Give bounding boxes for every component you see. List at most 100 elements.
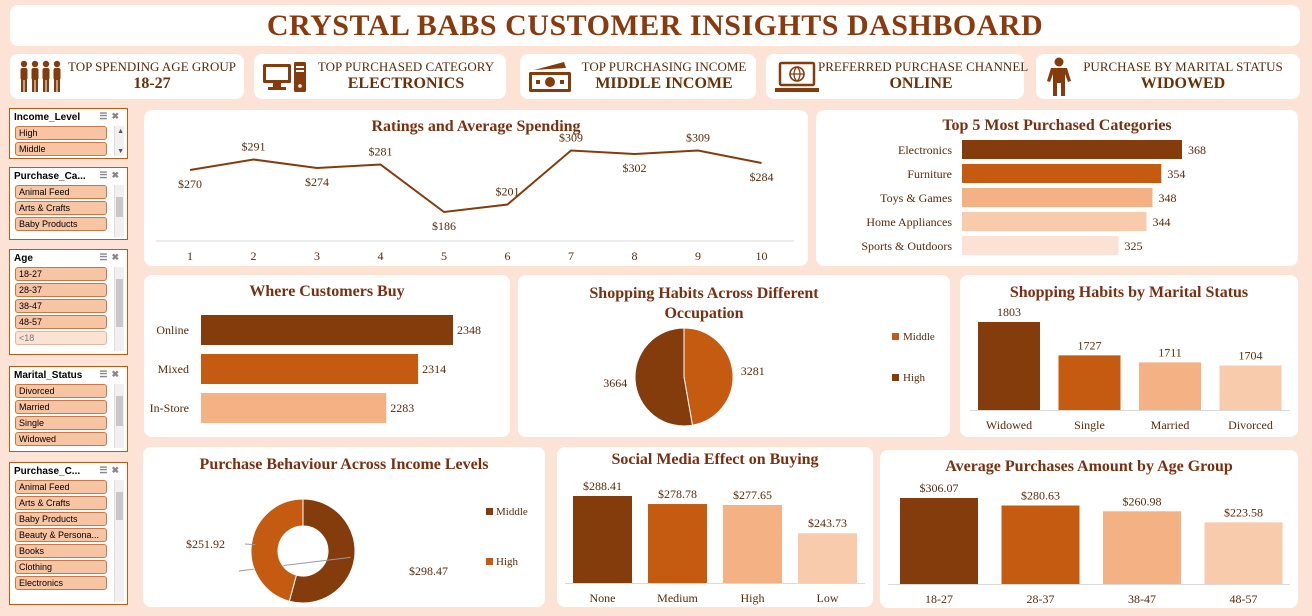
slicer-item[interactable]: Electronics	[15, 576, 107, 590]
series-line	[189, 149, 762, 214]
slicer-item[interactable]: High	[15, 126, 107, 140]
bar	[573, 496, 632, 583]
kpi-label: PREFERRED PURCHASE CHANNEL	[818, 59, 1029, 74]
donut-chart-income: $298.47 $251.92 Middle High	[186, 498, 528, 604]
slicer-item[interactable]: Baby Products	[15, 512, 107, 526]
bar	[798, 533, 857, 583]
data-label: $243.73	[808, 516, 847, 530]
filter-icons[interactable]: ☰✖	[99, 465, 123, 475]
bar	[201, 315, 453, 345]
slicer-item[interactable]: Beauty & Persona...	[15, 528, 107, 542]
legend-label: High	[496, 556, 519, 568]
filter-icons[interactable]: ☰✖	[99, 252, 123, 262]
slicer-item[interactable]: Married	[15, 400, 107, 414]
chart-card-ratings: Ratings and Average Spending $270 1 $291 2 $…	[144, 110, 808, 266]
category-label: Online	[156, 323, 189, 337]
chart-title: Ratings and Average Spending	[371, 118, 581, 135]
slicer-item[interactable]: Animal Feed	[15, 480, 107, 494]
filter-icons[interactable]: ☰✖	[99, 111, 123, 121]
slicer-item[interactable]: 38-47	[15, 299, 107, 313]
people-icon	[20, 60, 61, 92]
bar	[900, 498, 978, 584]
chart-title: Average Purchases Amount by Age Group	[945, 458, 1233, 475]
slicer-item[interactable]: Divorced	[15, 384, 107, 398]
x-tick-label: 10	[756, 249, 768, 263]
kpi-card-marital: PURCHASE BY MARITAL STATUS WIDOWED	[1036, 54, 1300, 99]
slicer-item[interactable]: Clothing	[15, 560, 107, 574]
slicer-marital-status[interactable]: Marital_Status ☰✖ Divorced Married Single…	[9, 366, 128, 452]
slicer-scrollbar[interactable]	[114, 480, 124, 602]
slicer-item[interactable]: <18	[15, 331, 107, 345]
legend-label: Middle	[903, 331, 935, 343]
bar	[201, 354, 419, 384]
data-label: $277.65	[733, 488, 772, 502]
bar-chart-marital: 1803 Widowed 1727 Single 1711 Married 1704 Divo…	[970, 305, 1290, 432]
slicer-item[interactable]: Single	[15, 416, 107, 430]
slicer-item[interactable]: Middle	[15, 142, 107, 156]
category-label: 48-57	[1230, 592, 1258, 606]
slicer-item[interactable]: 48-57	[15, 315, 107, 329]
x-tick-label: 9	[695, 249, 701, 263]
slicer-item[interactable]: 18-27	[15, 267, 107, 281]
data-label: $280.63	[1021, 488, 1060, 502]
data-label: $298.47	[409, 564, 448, 578]
slicer-item[interactable]: 28-37	[15, 283, 107, 297]
chart-title: Where Customers Buy	[249, 283, 405, 300]
category-label: Low	[817, 591, 839, 605]
x-tick-label: 8	[632, 249, 638, 263]
kpi-card-age: TOP SPENDING AGE GROUP 18-27	[10, 54, 244, 99]
slicer-item[interactable]: Animal Feed	[15, 185, 107, 199]
pie-slice	[634, 327, 694, 427]
slicer-purchase-category[interactable]: Purchase_Ca... ☰✖ Animal Feed Arts & Craf…	[9, 167, 128, 240]
slicer-scrollbar[interactable]: ▲ ▼	[114, 126, 124, 156]
slicer-scrollbar[interactable]	[114, 384, 124, 448]
slicer-purchase-category-2[interactable]: Purchase_C... ☰✖ Animal Feed Arts & Craft…	[9, 462, 128, 605]
data-label: 2314	[422, 362, 446, 376]
slicer-age[interactable]: Age ☰✖ 18-27 28-37 38-47 48-57 <18	[9, 249, 128, 355]
slicer-title: Age	[14, 253, 33, 264]
kpi-label: TOP SPENDING AGE GROUP	[68, 59, 236, 74]
bar	[1139, 362, 1201, 410]
slicer-item[interactable]: Widowed	[15, 432, 107, 446]
chart-title: Top 5 Most Purchased Categories	[942, 117, 1172, 134]
legend-swatch	[892, 333, 899, 340]
person-icon	[1047, 57, 1071, 96]
slicer-income-level[interactable]: Income_Level ☰✖ High Middle ▲ ▼	[9, 108, 128, 159]
bar-chart-channel: Online 2348 Mixed 2314 In-Store 2283	[150, 315, 481, 423]
category-label: None	[590, 591, 616, 605]
slicer-item[interactable]: Arts & Crafts	[15, 496, 107, 510]
chart-card-social: Social Media Effect on Buying $288.41 Non…	[557, 447, 873, 607]
chevron-up-icon[interactable]: ▲	[117, 127, 124, 135]
data-label: 3664	[603, 376, 627, 390]
category-label: 18-27	[925, 592, 953, 606]
bar	[962, 164, 1162, 183]
data-label: 1704	[1239, 348, 1263, 362]
bar	[962, 188, 1153, 207]
data-label: $274	[305, 175, 329, 189]
kpi-card-channel: PREFERRED PURCHASE CHANNEL ONLINE	[766, 54, 1029, 99]
x-tick-label: 7	[568, 249, 574, 263]
chart-card-top-categories: Top 5 Most Purchased Categories Electron…	[816, 110, 1298, 266]
slicer-scrollbar[interactable]	[114, 185, 124, 237]
chart-title: Shopping Habits Across Different Occupat…	[589, 285, 819, 322]
category-label: 28-37	[1027, 592, 1055, 606]
category-label: High	[741, 591, 765, 605]
bar	[1001, 505, 1080, 584]
slicer-item[interactable]: Baby Products	[15, 217, 107, 231]
x-tick-label: 5	[441, 249, 447, 263]
data-label: 2283	[390, 401, 414, 415]
donut-slice	[250, 498, 304, 602]
category-label: Furniture	[907, 167, 952, 181]
chart-card-age: Average Purchases Amount by Age Group $3…	[880, 450, 1298, 608]
data-label: 1803	[997, 305, 1021, 319]
filter-icons[interactable]: ☰✖	[99, 170, 123, 180]
legend-label: Middle	[496, 506, 528, 518]
slicer-item[interactable]: Arts & Crafts	[15, 201, 107, 215]
filter-icons[interactable]: ☰✖	[99, 369, 123, 379]
chart-card-channel: Where Customers Buy Online 2348 Mixed 2314 I…	[144, 275, 510, 437]
slicer-item[interactable]: Books	[15, 544, 107, 558]
slicer-scrollbar[interactable]	[114, 267, 124, 351]
chevron-down-icon[interactable]: ▼	[117, 147, 124, 155]
kpi-label: TOP PURCHASING INCOME	[581, 59, 747, 74]
bar	[1204, 522, 1283, 584]
